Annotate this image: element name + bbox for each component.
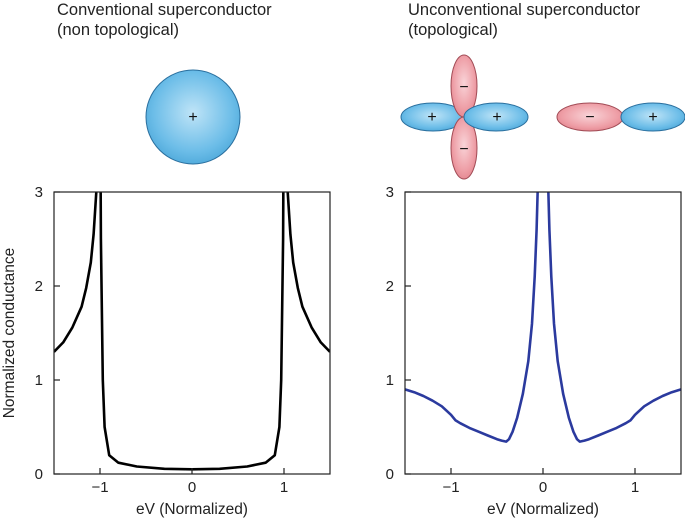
conductance-curve xyxy=(405,192,681,443)
p-sign-left: − xyxy=(585,109,594,126)
y-tick-label: 1 xyxy=(386,372,394,389)
y-axis-label: Normalized conductance xyxy=(1,248,18,419)
x-tick-label: 1 xyxy=(631,479,639,496)
s-orbital-lobe xyxy=(145,69,241,165)
conventional-conductance-chart: −1 0 1 0 1 2 3 eV (Normalized) xyxy=(35,184,331,518)
d-sign-right: + xyxy=(492,109,501,126)
plot-frame xyxy=(404,191,682,475)
d-sign-top: − xyxy=(459,79,468,96)
left-title-line2: (non topological) xyxy=(57,21,179,39)
plot-frame xyxy=(53,191,331,475)
s-wave-orbital: + xyxy=(145,69,241,165)
d-sign-bottom: − xyxy=(459,141,468,158)
right-title-line2: (topological) xyxy=(408,21,498,39)
right-title-line1: Unconventional superconductor xyxy=(408,1,641,19)
d-wave-orbital: + + − − xyxy=(400,54,529,180)
d-lobe-right xyxy=(463,102,529,132)
x-axis-label: eV (Normalized) xyxy=(136,501,248,518)
p-lobe-right xyxy=(620,102,685,132)
y-tick-label: 0 xyxy=(35,466,43,483)
s-orbital-sign: + xyxy=(188,109,197,126)
x-tick-label: 0 xyxy=(539,479,547,496)
d-sign-left: + xyxy=(427,109,436,126)
y-tick-label: 3 xyxy=(35,184,43,201)
p-wave-orbital: − + xyxy=(556,102,685,132)
y-tick-label: 2 xyxy=(35,278,43,295)
p-sign-right: + xyxy=(648,109,657,126)
x-axis-label: eV (Normalized) xyxy=(487,501,599,518)
topological-conductance-chart: −1 0 1 0 1 2 3 eV (Normalized) xyxy=(386,184,682,518)
x-tick-label: −1 xyxy=(442,479,459,496)
y-tick-label: 1 xyxy=(35,372,43,389)
left-title-line1: Conventional superconductor xyxy=(57,1,272,19)
x-tick-label: −1 xyxy=(91,479,108,496)
y-tick-label: 3 xyxy=(386,184,394,201)
y-tick-label: 0 xyxy=(386,466,394,483)
x-tick-label: 1 xyxy=(280,479,288,496)
y-tick-label: 2 xyxy=(386,278,394,295)
x-tick-label: 0 xyxy=(188,479,196,496)
